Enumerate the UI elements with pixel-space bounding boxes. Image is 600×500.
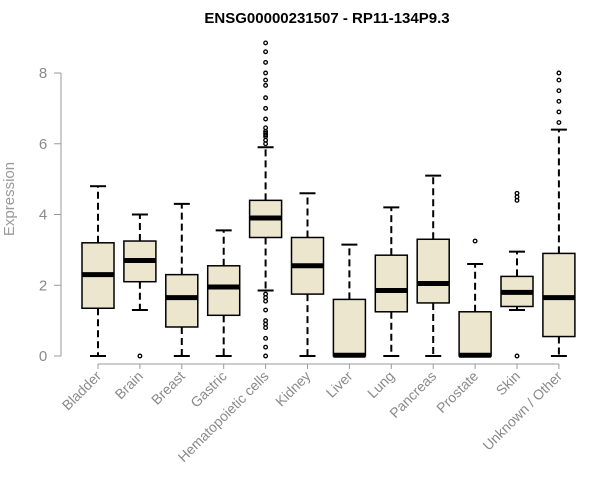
outlier-point	[263, 298, 269, 304]
iqr-box	[542, 252, 576, 338]
box-group	[458, 238, 492, 358]
iqr-box	[374, 254, 409, 313]
box-group	[248, 40, 283, 359]
outlier-point	[263, 116, 269, 122]
y-tick-label: 4	[39, 207, 47, 224]
box-group	[542, 70, 576, 357]
outlier-point	[263, 59, 269, 65]
outlier-point	[263, 95, 269, 101]
iqr-box	[206, 265, 241, 317]
outlier-point	[263, 344, 269, 350]
iqr-box	[332, 298, 367, 357]
iqr-box	[165, 273, 199, 328]
box-group	[332, 243, 367, 358]
axis-layer: 0 2 4 6 8	[39, 65, 62, 365]
outlier-point	[263, 335, 269, 341]
box-group	[165, 202, 199, 357]
outlier-point	[263, 40, 269, 46]
x-tick-label: Brain	[112, 368, 146, 402]
outlier-point	[263, 353, 269, 359]
outlier-point	[556, 88, 562, 94]
x-tick-label: Breast	[148, 368, 188, 408]
x-tick-label: Prostate	[433, 368, 481, 416]
box-layer	[81, 40, 576, 359]
box-group	[500, 190, 534, 359]
x-tick-label: Kidney	[272, 368, 314, 410]
outlier-point	[263, 77, 269, 83]
outlier-point	[514, 197, 520, 203]
outlier-point	[472, 238, 478, 244]
x-tick-label: Skin	[493, 368, 524, 399]
y-tick-label: 0	[39, 348, 47, 365]
outlier-point	[263, 105, 269, 111]
box-group	[206, 229, 241, 357]
outlier-point	[263, 141, 269, 147]
box-group	[290, 192, 325, 357]
outlier-point	[556, 70, 562, 76]
outlier-point	[263, 307, 269, 313]
outlier-point	[556, 77, 562, 83]
outlier-point	[514, 190, 520, 196]
iqr-box	[458, 311, 492, 357]
box-group	[416, 174, 450, 357]
y-tick-label: 6	[39, 136, 47, 153]
outlier-point	[556, 98, 562, 104]
box-group	[123, 213, 157, 359]
outlier-point	[263, 132, 269, 138]
outlier-point	[263, 325, 269, 331]
outlier-point	[556, 109, 562, 115]
chart-title: ENSG00000231507 - RP11-134P9.3	[204, 10, 449, 27]
iqr-box	[416, 238, 450, 304]
box-group	[374, 206, 409, 357]
outlier-point	[556, 120, 562, 125]
x-tick-label: Liver	[323, 368, 356, 401]
outlier-point	[137, 353, 143, 359]
y-tick-label: 8	[39, 65, 47, 82]
outlier-point	[263, 82, 269, 88]
outlier-point	[263, 70, 269, 76]
outlier-point	[514, 353, 520, 359]
box-group	[81, 185, 115, 357]
x-tick-label: Unknown / Other	[479, 368, 565, 454]
y-axis-title: Expression	[1, 162, 18, 236]
x-tick-label: Bladder	[59, 368, 105, 414]
x-tick-label: Pancreas	[386, 368, 439, 421]
y-tick-label: 2	[39, 277, 47, 294]
outlier-point	[263, 49, 269, 55]
x-tick-label: Lung	[364, 368, 397, 401]
